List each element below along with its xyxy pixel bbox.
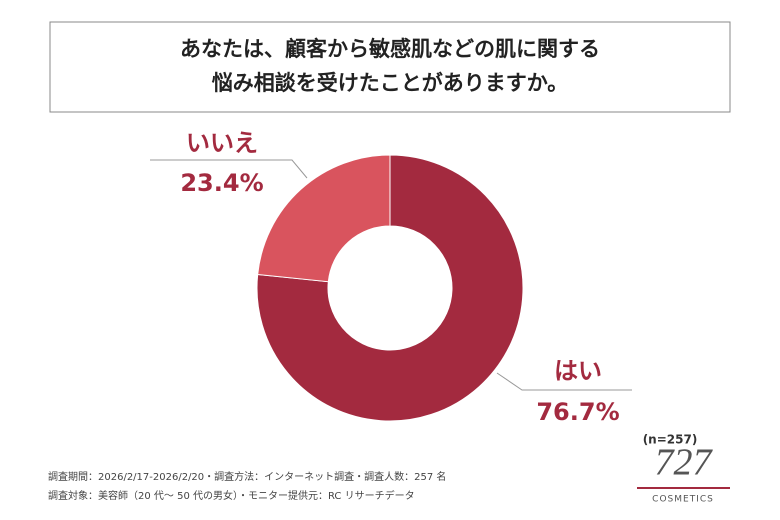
footnote: 調査期間：2026/2/17-2026/2/20・調査方法：インターネット調査・… xyxy=(48,470,446,483)
title-box xyxy=(49,21,731,113)
sample-note: (n=257) xyxy=(643,433,698,447)
donut-slice xyxy=(257,154,391,283)
logo-number: 727 xyxy=(655,442,714,484)
donut-slice xyxy=(256,154,524,422)
footnote: 調査対象：美容師（20 代〜 50 代の男女）・モニター提供元：RC リサーチデ… xyxy=(48,489,415,502)
title-line: あなたは、顧客から敏感肌などの肌に関する xyxy=(180,37,600,61)
value-label: 76.7% xyxy=(536,398,619,426)
title-line: 悩み相談を受けたことがありますか。 xyxy=(212,71,569,95)
value-label: 23.4% xyxy=(180,169,263,197)
logo-brand: COSMETICS xyxy=(652,495,714,505)
leader-line xyxy=(150,159,308,179)
category-label: はい xyxy=(554,357,602,385)
category-label: いいえ xyxy=(186,129,258,157)
leader-line xyxy=(496,372,632,391)
